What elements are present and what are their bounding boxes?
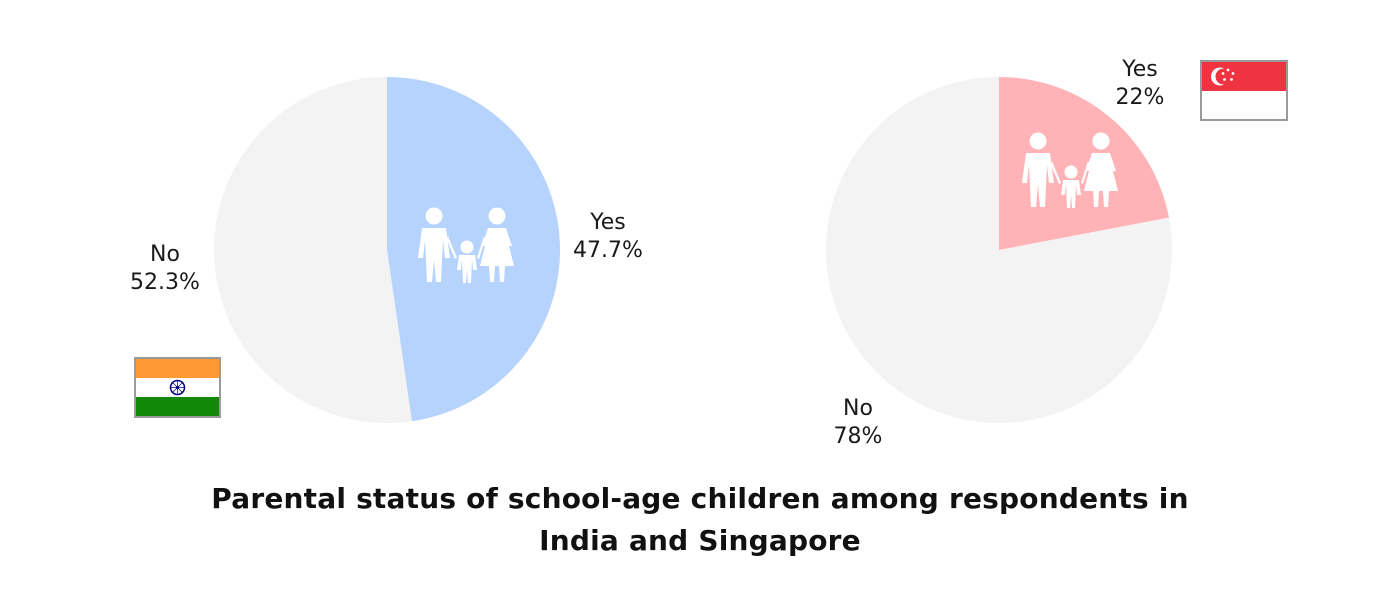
pie-value-no: 52.3% (130, 270, 200, 295)
chart-caption: Parental status of school-age children a… (0, 478, 1400, 562)
pie-slice-no (826, 77, 1173, 423)
pie-value-no: 78% (834, 424, 883, 449)
caption-line-1: Parental status of school-age children a… (211, 482, 1189, 515)
pie-label-no: No (150, 242, 180, 267)
pie-india: Yes 47.7% No 52.3% (130, 76, 643, 424)
pie-label-yes: Yes (1121, 57, 1158, 82)
pie-singapore: Yes 22% No 78% (826, 57, 1288, 449)
pie-label-yes: Yes (589, 210, 626, 235)
pie-value-yes: 22% (1116, 85, 1165, 110)
singapore-flag-icon (1200, 60, 1288, 121)
india-flag-icon (134, 357, 221, 418)
pie-slice-no (214, 77, 412, 424)
pie-value-yes: 47.7% (573, 238, 643, 263)
pie-slice-yes (387, 76, 561, 422)
pie-label-no: No (843, 396, 873, 421)
caption-line-2: India and Singapore (539, 524, 861, 557)
